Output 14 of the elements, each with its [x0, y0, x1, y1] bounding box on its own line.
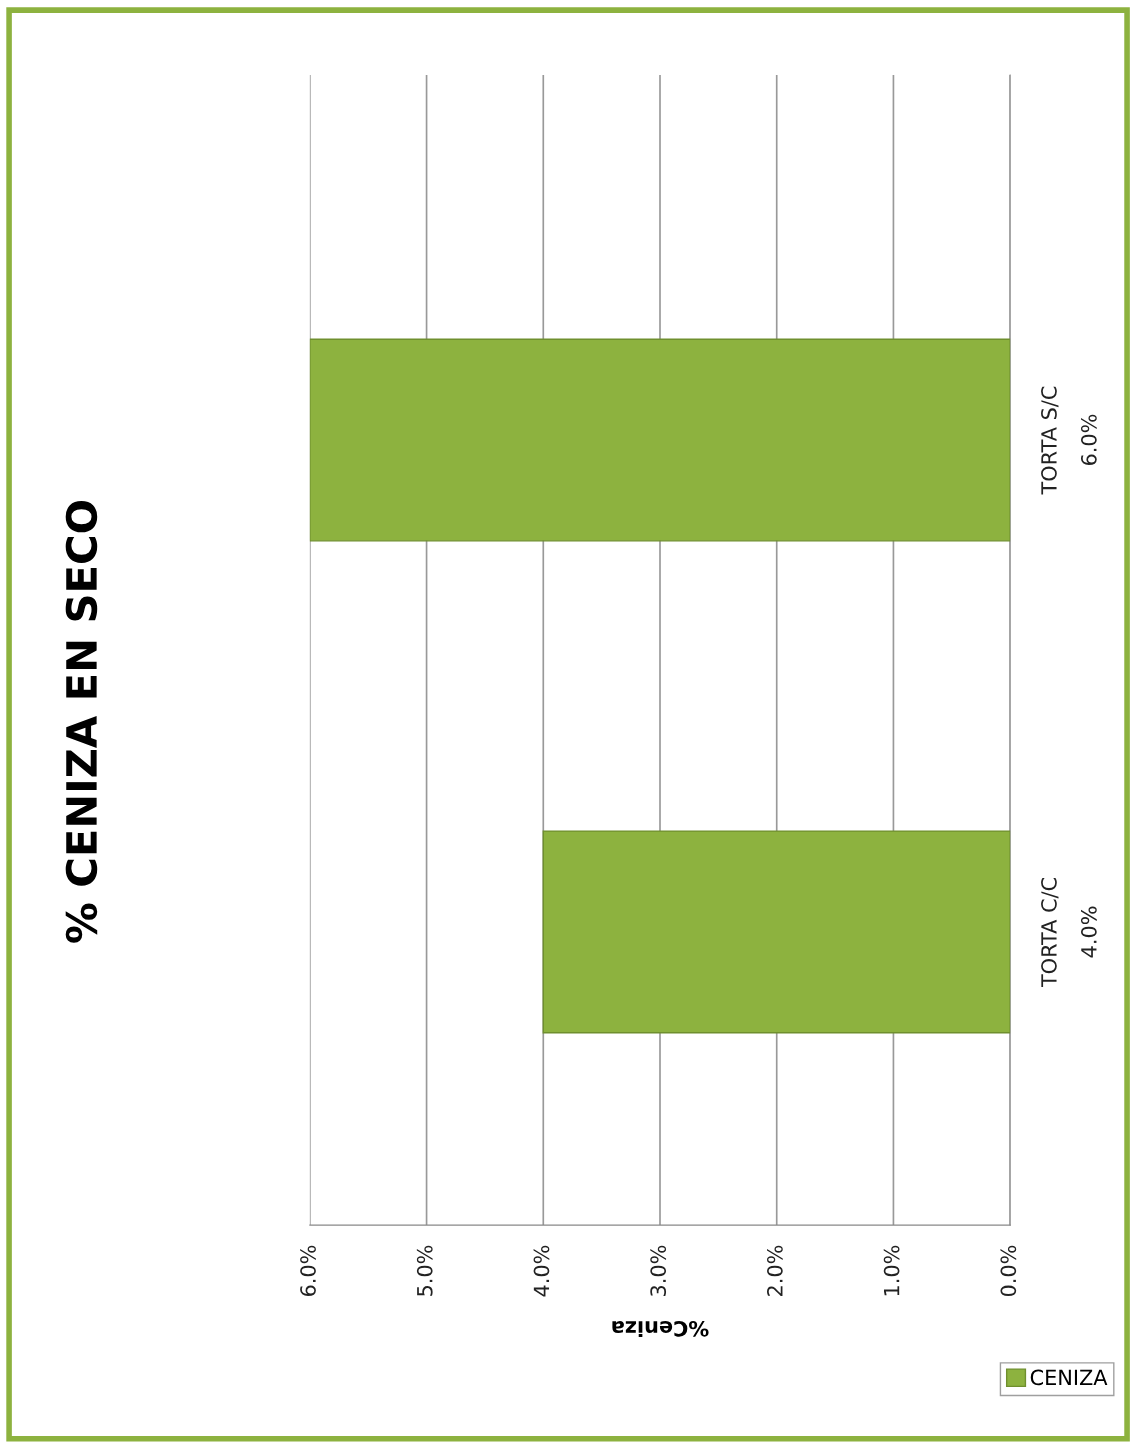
x-tick-label: 4.0% [533, 1245, 550, 1297]
x-tick-label: 0.0% [1000, 1245, 1017, 1297]
x-tick-label: 5.0% [416, 1245, 433, 1296]
x-tick-label: 1.0% [883, 1245, 900, 1296]
text: % CENIZA EN SECO [65, 501, 98, 943]
data-label: 4.0% [1080, 906, 1097, 958]
legend-label: CENIZA [1030, 1369, 1108, 1386]
x-tick-label: 6.0% [300, 1245, 316, 1297]
data-label: 6.0% [1080, 414, 1097, 466]
x-tick-label: 3.0% [650, 1245, 667, 1296]
x-axis-title: %Ceniza [612, 1320, 709, 1338]
x-tick-label: 2.0% [767, 1245, 783, 1296]
y-tick-label: TORTA C/C [1041, 877, 1059, 988]
y-tick-label: TORTA S/C [1041, 386, 1059, 495]
